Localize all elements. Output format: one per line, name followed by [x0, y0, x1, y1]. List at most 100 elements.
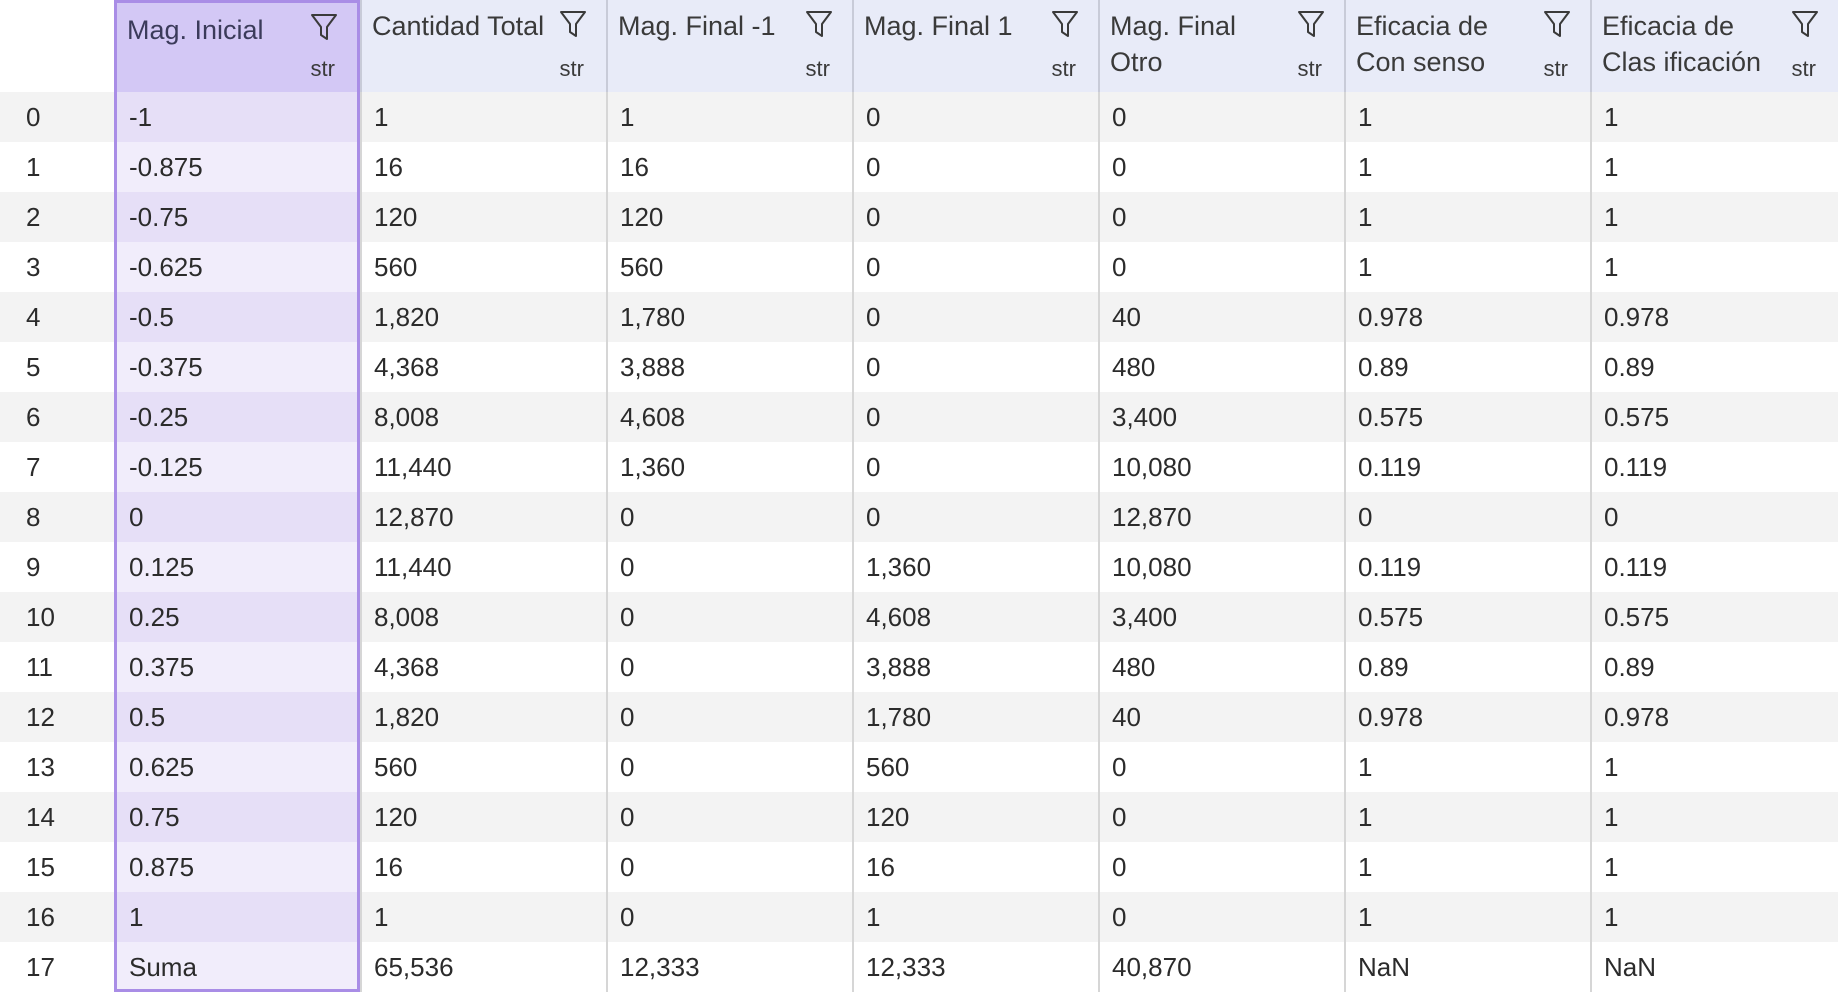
table-cell[interactable]: -0.5 [114, 292, 360, 342]
table-cell[interactable]: 0 [606, 892, 852, 942]
table-cell[interactable]: 40 [1098, 692, 1344, 742]
table-cell[interactable]: -0.75 [114, 192, 360, 242]
table-cell[interactable]: 16 [360, 142, 606, 192]
table-cell[interactable]: 4,608 [852, 592, 1098, 642]
table-cell[interactable]: 1 [1590, 792, 1838, 842]
table-cell[interactable]: 0.978 [1344, 692, 1590, 742]
table-cell[interactable]: 10,080 [1098, 442, 1344, 492]
table-row[interactable]: 3 -0.625 560 560 0 0 1 1 [0, 242, 1838, 292]
table-cell[interactable]: 1,360 [852, 542, 1098, 592]
table-cell[interactable]: -0.625 [114, 242, 360, 292]
table-cell[interactable]: 0 [606, 742, 852, 792]
table-cell[interactable]: 11,440 [360, 442, 606, 492]
table-row[interactable]: 4 -0.5 1,820 1,780 0 40 0.978 0.978 [0, 292, 1838, 342]
table-cell[interactable]: 0.575 [1344, 592, 1590, 642]
table-cell[interactable]: 0 [852, 142, 1098, 192]
table-cell[interactable]: 1 [1590, 742, 1838, 792]
table-cell[interactable]: 1 [1344, 242, 1590, 292]
table-cell[interactable]: NaN [1590, 942, 1838, 992]
table-cell[interactable]: 560 [606, 242, 852, 292]
table-cell[interactable]: 0.89 [1590, 642, 1838, 692]
table-cell[interactable]: 0.375 [114, 642, 360, 692]
table-cell[interactable]: 0 [1098, 142, 1344, 192]
table-cell[interactable]: 0.89 [1590, 342, 1838, 392]
column-header-mag-final-minus-1[interactable]: Mag. Final -1 str [606, 0, 852, 92]
table-row[interactable]: 11 0.375 4,368 0 3,888 480 0.89 0.89 [0, 642, 1838, 692]
table-cell[interactable]: 3,400 [1098, 392, 1344, 442]
table-cell[interactable]: 1 [606, 92, 852, 142]
table-cell[interactable]: 0 [852, 292, 1098, 342]
table-cell[interactable]: 1,820 [360, 692, 606, 742]
table-cell[interactable]: 0.125 [114, 542, 360, 592]
table-cell[interactable]: 1 [1590, 242, 1838, 292]
table-cell[interactable]: -0.25 [114, 392, 360, 442]
filter-icon[interactable] [1542, 8, 1572, 40]
table-cell[interactable]: 1 [1344, 842, 1590, 892]
table-cell[interactable]: 1,820 [360, 292, 606, 342]
table-cell[interactable]: 1 [852, 892, 1098, 942]
table-cell[interactable]: 12,333 [606, 942, 852, 992]
table-cell[interactable]: 16 [606, 142, 852, 192]
filter-icon[interactable] [558, 8, 588, 40]
table-cell[interactable]: 0 [114, 492, 360, 542]
table-cell[interactable]: -0.375 [114, 342, 360, 392]
table-cell[interactable]: 40 [1098, 292, 1344, 342]
table-cell[interactable]: 0.89 [1344, 342, 1590, 392]
table-cell[interactable]: 0.625 [114, 742, 360, 792]
table-cell[interactable]: 0.575 [1344, 392, 1590, 442]
table-cell[interactable]: 0 [1098, 742, 1344, 792]
table-cell[interactable]: 1 [1590, 842, 1838, 892]
table-cell[interactable]: 1 [1344, 742, 1590, 792]
column-header-cantidad-total[interactable]: Cantidad Total str [360, 0, 606, 92]
table-row[interactable]: 16 1 1 0 1 0 1 1 [0, 892, 1838, 942]
table-cell[interactable]: 0.875 [114, 842, 360, 892]
table-cell[interactable]: 0.978 [1344, 292, 1590, 342]
table-cell[interactable]: 0.978 [1590, 292, 1838, 342]
table-cell[interactable]: 560 [852, 742, 1098, 792]
filter-icon[interactable] [1296, 8, 1326, 40]
table-cell[interactable]: 0 [606, 592, 852, 642]
table-cell[interactable]: 1 [1344, 792, 1590, 842]
table-cell[interactable]: 0 [1098, 842, 1344, 892]
table-cell[interactable]: 1 [1344, 142, 1590, 192]
table-cell[interactable]: 120 [852, 792, 1098, 842]
table-row[interactable]: 5 -0.375 4,368 3,888 0 480 0.89 0.89 [0, 342, 1838, 392]
column-header-mag-inicial[interactable]: Mag. Inicial str [114, 0, 360, 92]
table-cell[interactable]: NaN [1344, 942, 1590, 992]
table-cell[interactable]: 4,608 [606, 392, 852, 442]
table-cell[interactable]: 4,368 [360, 342, 606, 392]
table-cell[interactable]: 1,780 [606, 292, 852, 342]
table-cell[interactable]: 8,008 [360, 392, 606, 442]
table-cell[interactable]: 0 [1098, 192, 1344, 242]
table-cell[interactable]: 0 [852, 242, 1098, 292]
table-cell[interactable]: 11,440 [360, 542, 606, 592]
table-cell[interactable]: 120 [606, 192, 852, 242]
table-cell[interactable]: 0 [606, 692, 852, 742]
table-cell[interactable]: 0 [606, 642, 852, 692]
table-cell[interactable]: 0 [1098, 892, 1344, 942]
table-cell[interactable]: 65,536 [360, 942, 606, 992]
table-cell[interactable]: 0.575 [1590, 592, 1838, 642]
table-cell[interactable]: 0.978 [1590, 692, 1838, 742]
column-header-eficacia-consenso[interactable]: Eficacia de Con senso str [1344, 0, 1590, 92]
column-header-eficacia-clasificacion[interactable]: Eficacia de Clas ificación str [1590, 0, 1838, 92]
table-cell[interactable]: 3,888 [852, 642, 1098, 692]
table-cell[interactable]: 1 [360, 92, 606, 142]
table-cell[interactable]: 1 [1590, 142, 1838, 192]
table-cell[interactable]: 0.575 [1590, 392, 1838, 442]
table-cell[interactable]: 0.119 [1590, 542, 1838, 592]
table-row[interactable]: 13 0.625 560 0 560 0 1 1 [0, 742, 1838, 792]
filter-icon[interactable] [1050, 8, 1080, 40]
table-row[interactable]: 9 0.125 11,440 0 1,360 10,080 0.119 0.119 [0, 542, 1838, 592]
table-cell[interactable]: 16 [360, 842, 606, 892]
table-cell[interactable]: 0.119 [1590, 442, 1838, 492]
table-cell[interactable]: 1 [114, 892, 360, 942]
table-row[interactable]: 7 -0.125 11,440 1,360 0 10,080 0.119 0.119 [0, 442, 1838, 492]
table-row[interactable]: 8 0 12,870 0 0 12,870 0 0 [0, 492, 1838, 542]
table-cell[interactable]: 0 [852, 342, 1098, 392]
table-cell[interactable]: 560 [360, 742, 606, 792]
table-cell[interactable]: 0 [1344, 492, 1590, 542]
table-cell[interactable]: 1,360 [606, 442, 852, 492]
table-row[interactable]: 17 Suma 65,536 12,333 12,333 40,870 NaN NaN [0, 942, 1838, 992]
table-cell[interactable]: 560 [360, 242, 606, 292]
